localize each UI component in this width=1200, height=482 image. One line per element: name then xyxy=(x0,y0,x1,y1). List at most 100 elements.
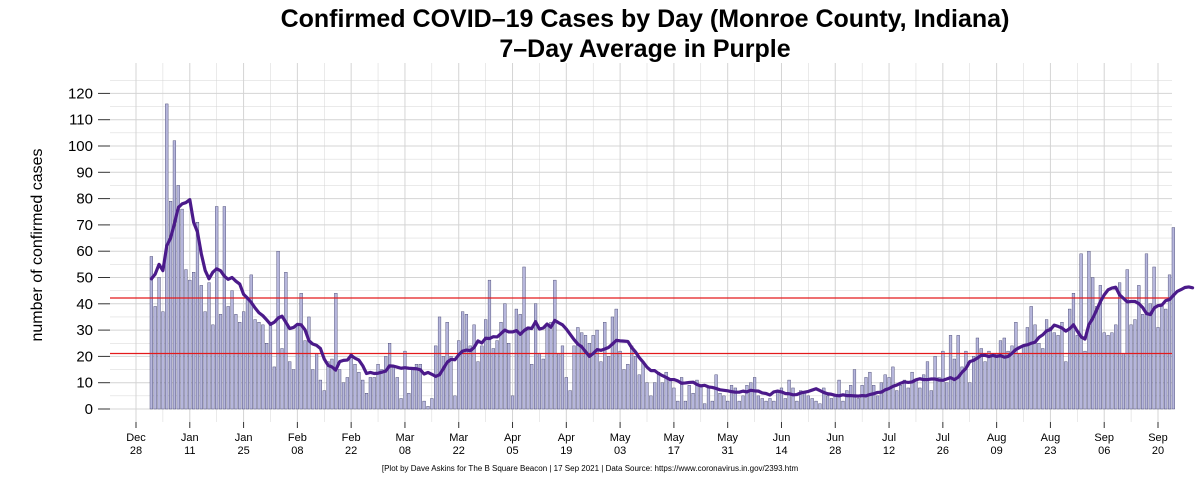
x-tick-label-month: Aug xyxy=(1041,432,1061,444)
x-tick-label-month: Feb xyxy=(288,432,307,444)
bar xyxy=(595,329,599,410)
bar xyxy=(737,400,741,410)
x-tick-label-month: Dec xyxy=(126,432,146,444)
bar xyxy=(241,311,246,410)
bar xyxy=(987,350,991,410)
bar xyxy=(649,395,653,410)
y-tick-label: 10 xyxy=(76,375,93,392)
bar xyxy=(772,400,776,410)
bar xyxy=(845,390,849,410)
bar xyxy=(676,400,680,410)
bar xyxy=(1056,335,1060,410)
bar xyxy=(910,371,914,410)
bar xyxy=(995,353,999,410)
bar xyxy=(1052,332,1056,410)
bar xyxy=(656,371,661,410)
x-tick-label-month: May xyxy=(664,432,685,444)
bar xyxy=(633,356,638,410)
bar xyxy=(534,303,538,410)
bar xyxy=(526,329,530,410)
bar xyxy=(918,387,922,410)
bar xyxy=(153,306,157,410)
bar xyxy=(330,358,334,410)
bar xyxy=(887,377,891,410)
bar xyxy=(195,222,200,410)
bar xyxy=(607,356,611,410)
y-tick-label: 60 xyxy=(76,243,93,260)
x-tick-label-day: 05 xyxy=(506,445,518,457)
x-tick-label-day: 17 xyxy=(668,445,680,457)
bar xyxy=(192,272,196,410)
bar xyxy=(645,382,649,410)
bar xyxy=(345,377,349,410)
bar xyxy=(207,282,211,410)
bar xyxy=(583,335,588,410)
bar xyxy=(564,377,568,410)
bar xyxy=(318,379,323,410)
bar xyxy=(683,400,688,410)
x-tick-label-day: 22 xyxy=(453,445,465,457)
x-tick-label-month: Feb xyxy=(342,432,361,444)
bar xyxy=(576,327,580,410)
bar xyxy=(1148,303,1152,410)
bar xyxy=(299,293,303,410)
bar xyxy=(1037,343,1041,410)
x-tick-label-day: 31 xyxy=(722,445,734,457)
bar xyxy=(272,366,276,410)
bar xyxy=(722,395,726,410)
bar xyxy=(249,274,253,410)
bar xyxy=(668,379,672,410)
bar xyxy=(384,356,388,410)
bar xyxy=(507,343,511,410)
bar xyxy=(1160,303,1164,410)
bar xyxy=(829,398,834,410)
x-tick-label-month: Aug xyxy=(987,432,1007,444)
bar xyxy=(733,387,737,410)
bar xyxy=(553,279,557,410)
bar xyxy=(1152,266,1156,410)
bar xyxy=(1068,308,1072,410)
bar xyxy=(1029,306,1033,410)
bar xyxy=(791,387,795,410)
bar xyxy=(983,361,987,410)
bar xyxy=(1094,306,1099,410)
bar xyxy=(680,377,684,410)
bar xyxy=(972,356,976,410)
bar xyxy=(610,316,615,410)
bar xyxy=(764,400,768,410)
bar xyxy=(806,395,810,410)
y-axis-ticks: 0 10 20 30 40 50 60 70 80 90 100 110 120 xyxy=(68,85,110,418)
bar xyxy=(172,140,177,410)
bar xyxy=(964,350,968,410)
y-tick-label: 100 xyxy=(68,138,93,155)
bar xyxy=(841,400,845,410)
bar xyxy=(818,403,822,410)
y-tick-label: 50 xyxy=(76,270,93,287)
bar xyxy=(411,369,415,410)
x-tick-label-month: Jul xyxy=(936,432,950,444)
bar xyxy=(353,364,357,410)
bar xyxy=(856,398,860,410)
bar xyxy=(960,366,964,410)
bar xyxy=(922,374,926,410)
bar xyxy=(672,387,676,410)
bar xyxy=(618,350,622,410)
bar xyxy=(180,208,184,410)
bar xyxy=(407,393,411,410)
bar xyxy=(749,382,753,410)
y-tick-label: 120 xyxy=(68,85,93,102)
bar xyxy=(852,369,857,410)
bar xyxy=(510,395,515,410)
bar xyxy=(687,385,691,410)
bar xyxy=(879,382,883,410)
bar xyxy=(1079,253,1083,410)
bar xyxy=(902,379,907,410)
bar xyxy=(399,398,403,410)
x-tick-label-month: Jul xyxy=(882,432,896,444)
x-tick-label-month: Apr xyxy=(558,432,575,444)
bar xyxy=(361,379,365,410)
bar xyxy=(372,377,376,410)
bar xyxy=(303,340,307,410)
bar xyxy=(914,379,918,410)
bar xyxy=(587,343,591,410)
